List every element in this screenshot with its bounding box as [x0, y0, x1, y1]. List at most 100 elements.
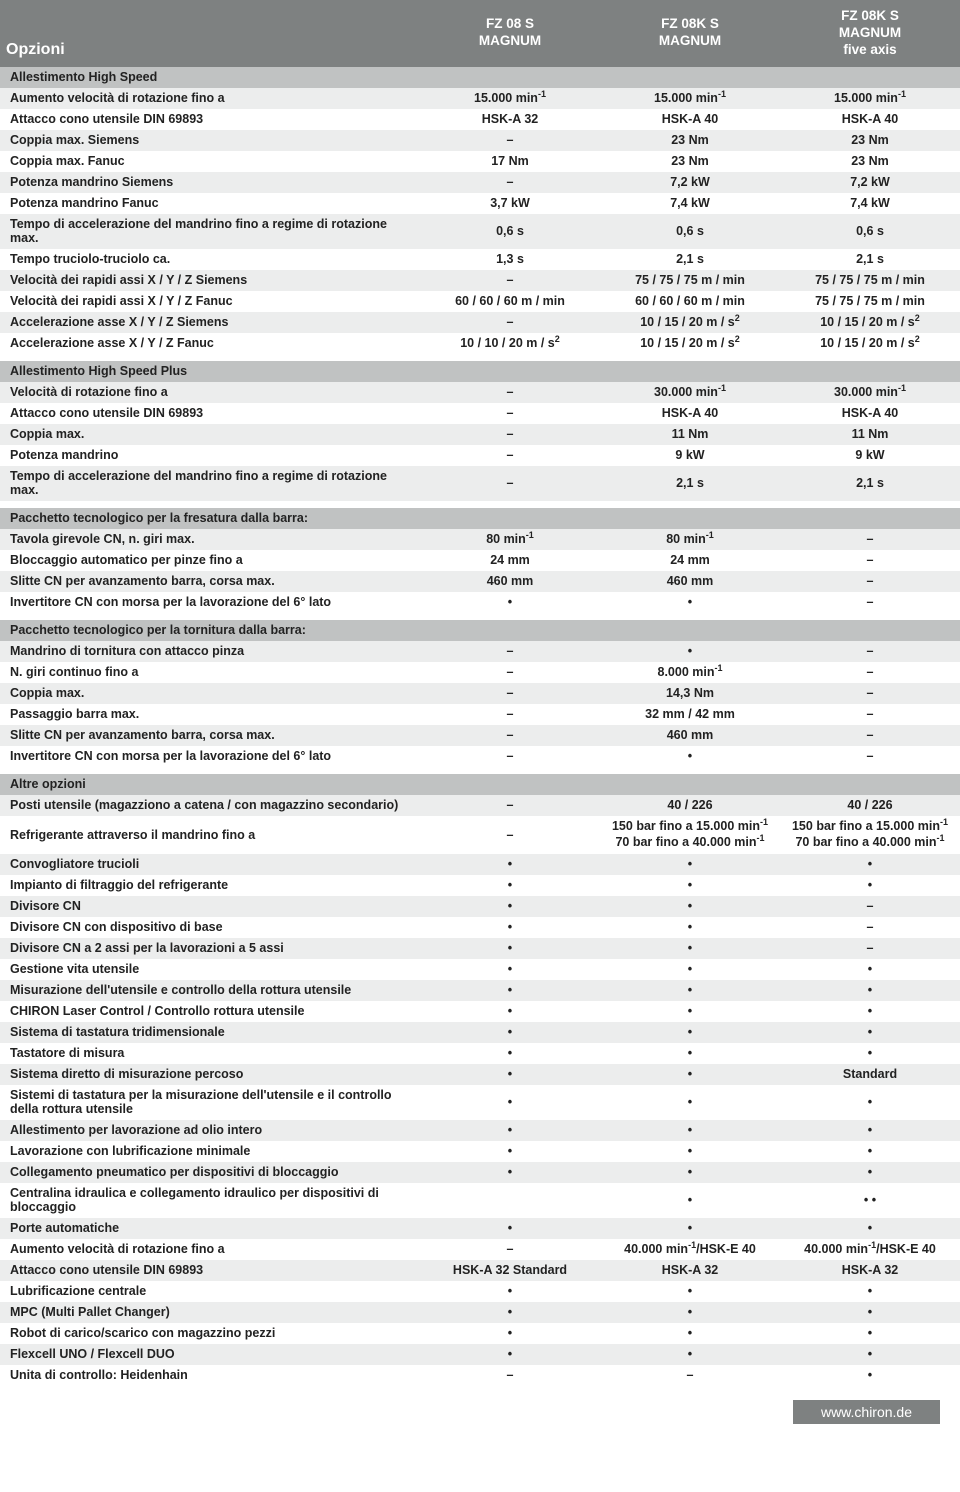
row-value: – [420, 662, 600, 683]
table-row: Tempo di accelerazione del mandrino fino… [0, 466, 960, 501]
row-value: 60 / 60 / 60 m / min [600, 291, 780, 312]
row-value: – [420, 172, 600, 193]
row-label: Mandrino di tornitura con attacco pinza [0, 641, 420, 662]
row-value: 75 / 75 / 75 m / min [600, 270, 780, 291]
row-label: Robot di carico/scarico con magazzino pe… [0, 1323, 420, 1344]
row-label: Slitte CN per avanzamento barra, corsa m… [0, 571, 420, 592]
row-label: Posti utensile (magazziono a catena / co… [0, 795, 420, 816]
row-label: Coppia max. Siemens [0, 130, 420, 151]
row-label: Coppia max. [0, 424, 420, 445]
row-label: Sistema di tastatura tridimensionale [0, 1022, 420, 1043]
row-value: • [780, 1365, 960, 1386]
row-value: • [600, 896, 780, 917]
row-value: 75 / 75 / 75 m / min [780, 270, 960, 291]
row-value: 3,7 kW [420, 193, 600, 214]
row-value: • [420, 1162, 600, 1183]
row-value: 150 bar fino a 15.000 min-170 bar fino a… [780, 816, 960, 854]
row-value: • [420, 917, 600, 938]
row-value: 17 Nm [420, 151, 600, 172]
row-value: • [780, 1120, 960, 1141]
table-row: Tempo di accelerazione del mandrino fino… [0, 214, 960, 249]
row-label: Velocità di rotazione fino a [0, 382, 420, 403]
row-label: Coppia max. [0, 683, 420, 704]
table-row: Divisore CN••– [0, 896, 960, 917]
row-label: Collegamento pneumatico per dispositivi … [0, 1162, 420, 1183]
row-value: • [600, 1001, 780, 1022]
row-label: Potenza mandrino Siemens [0, 172, 420, 193]
table-row: Sistema diretto di misurazione percoso••… [0, 1064, 960, 1085]
row-value: 40.000 min-1/HSK-E 40 [600, 1239, 780, 1260]
row-value: 2,1 s [780, 249, 960, 270]
row-value: – [780, 683, 960, 704]
row-value: 23 Nm [780, 151, 960, 172]
row-label: Potenza mandrino [0, 445, 420, 466]
row-value: • [780, 1302, 960, 1323]
row-value: 2,1 s [600, 466, 780, 501]
row-value: • [780, 1281, 960, 1302]
row-label: Accelerazione asse X / Y / Z Siemens [0, 312, 420, 333]
table-row: Impianto di filtraggio del refrigerante•… [0, 875, 960, 896]
row-value: • [600, 1022, 780, 1043]
row-value: 80 min-1 [420, 529, 600, 550]
table-row: Collegamento pneumatico per dispositivi … [0, 1162, 960, 1183]
row-value: • [780, 1043, 960, 1064]
row-value: 80 min-1 [600, 529, 780, 550]
row-value: – [780, 746, 960, 767]
row-value: • [420, 1043, 600, 1064]
table-row: Divisore CN a 2 assi per la lavorazioni … [0, 938, 960, 959]
table-row: Coppia max.–14,3 Nm– [0, 683, 960, 704]
table-row: Centralina idraulica e collegamento idra… [0, 1183, 960, 1218]
row-value: HSK-A 32 Standard [420, 1260, 600, 1281]
row-value: 0,6 s [420, 214, 600, 249]
row-value: 24 mm [600, 550, 780, 571]
row-value: – [420, 466, 600, 501]
table-row: Tempo truciolo-truciolo ca.1,3 s2,1 s2,1… [0, 249, 960, 270]
row-value: – [420, 424, 600, 445]
section-title: Pacchetto tecnologico per la fresatura d… [0, 508, 420, 529]
row-label: Sistemi di tastatura per la misurazione … [0, 1085, 420, 1120]
row-value: 60 / 60 / 60 m / min [420, 291, 600, 312]
row-label: Flexcell UNO / Flexcell DUO [0, 1344, 420, 1365]
row-value [420, 1183, 600, 1218]
row-value: 7,2 kW [780, 172, 960, 193]
row-value: • [780, 1141, 960, 1162]
row-label: Coppia max. Fanuc [0, 151, 420, 172]
table-row: Tavola girevole CN, n. giri max.80 min-1… [0, 529, 960, 550]
row-value: • [600, 1141, 780, 1162]
row-value: – [780, 571, 960, 592]
section-title: Altre opzioni [0, 774, 420, 795]
table-row: Flexcell UNO / Flexcell DUO••• [0, 1344, 960, 1365]
row-value: – [420, 130, 600, 151]
row-value: 11 Nm [600, 424, 780, 445]
row-value: 15.000 min-1 [420, 88, 600, 109]
row-label: Invertitore CN con morsa per la lavorazi… [0, 746, 420, 767]
row-value: – [420, 1239, 600, 1260]
row-label: Lavorazione con lubrificazione minimale [0, 1141, 420, 1162]
row-value: – [420, 746, 600, 767]
row-label: Impianto di filtraggio del refrigerante [0, 875, 420, 896]
row-value: • [600, 917, 780, 938]
row-value: 40 / 226 [600, 795, 780, 816]
row-value: • [420, 1120, 600, 1141]
header-label: Opzioni [0, 0, 420, 67]
row-value: • [420, 1022, 600, 1043]
row-value: • [600, 1302, 780, 1323]
table-row: Sistemi di tastatura per la misurazione … [0, 1085, 960, 1120]
table-row: Passaggio barra max.–32 mm / 42 mm– [0, 704, 960, 725]
row-value: 9 kW [600, 445, 780, 466]
row-value: 8.000 min-1 [600, 662, 780, 683]
row-value: • [780, 980, 960, 1001]
row-label: N. giri continuo fino a [0, 662, 420, 683]
row-label: Unita di controllo: Heidenhain [0, 1365, 420, 1386]
row-value: HSK-A 32 [780, 1260, 960, 1281]
row-value: – [780, 662, 960, 683]
row-value: 1,3 s [420, 249, 600, 270]
row-value: • [600, 938, 780, 959]
row-value: • [420, 592, 600, 613]
row-label: Misurazione dell'utensile e controllo de… [0, 980, 420, 1001]
row-label: Attacco cono utensile DIN 69893 [0, 403, 420, 424]
row-label: Aumento velocità di rotazione fino a [0, 88, 420, 109]
row-value: – [420, 382, 600, 403]
table-body: Allestimento High SpeedAumento velocità … [0, 67, 960, 1386]
row-label: Aumento velocità di rotazione fino a [0, 1239, 420, 1260]
